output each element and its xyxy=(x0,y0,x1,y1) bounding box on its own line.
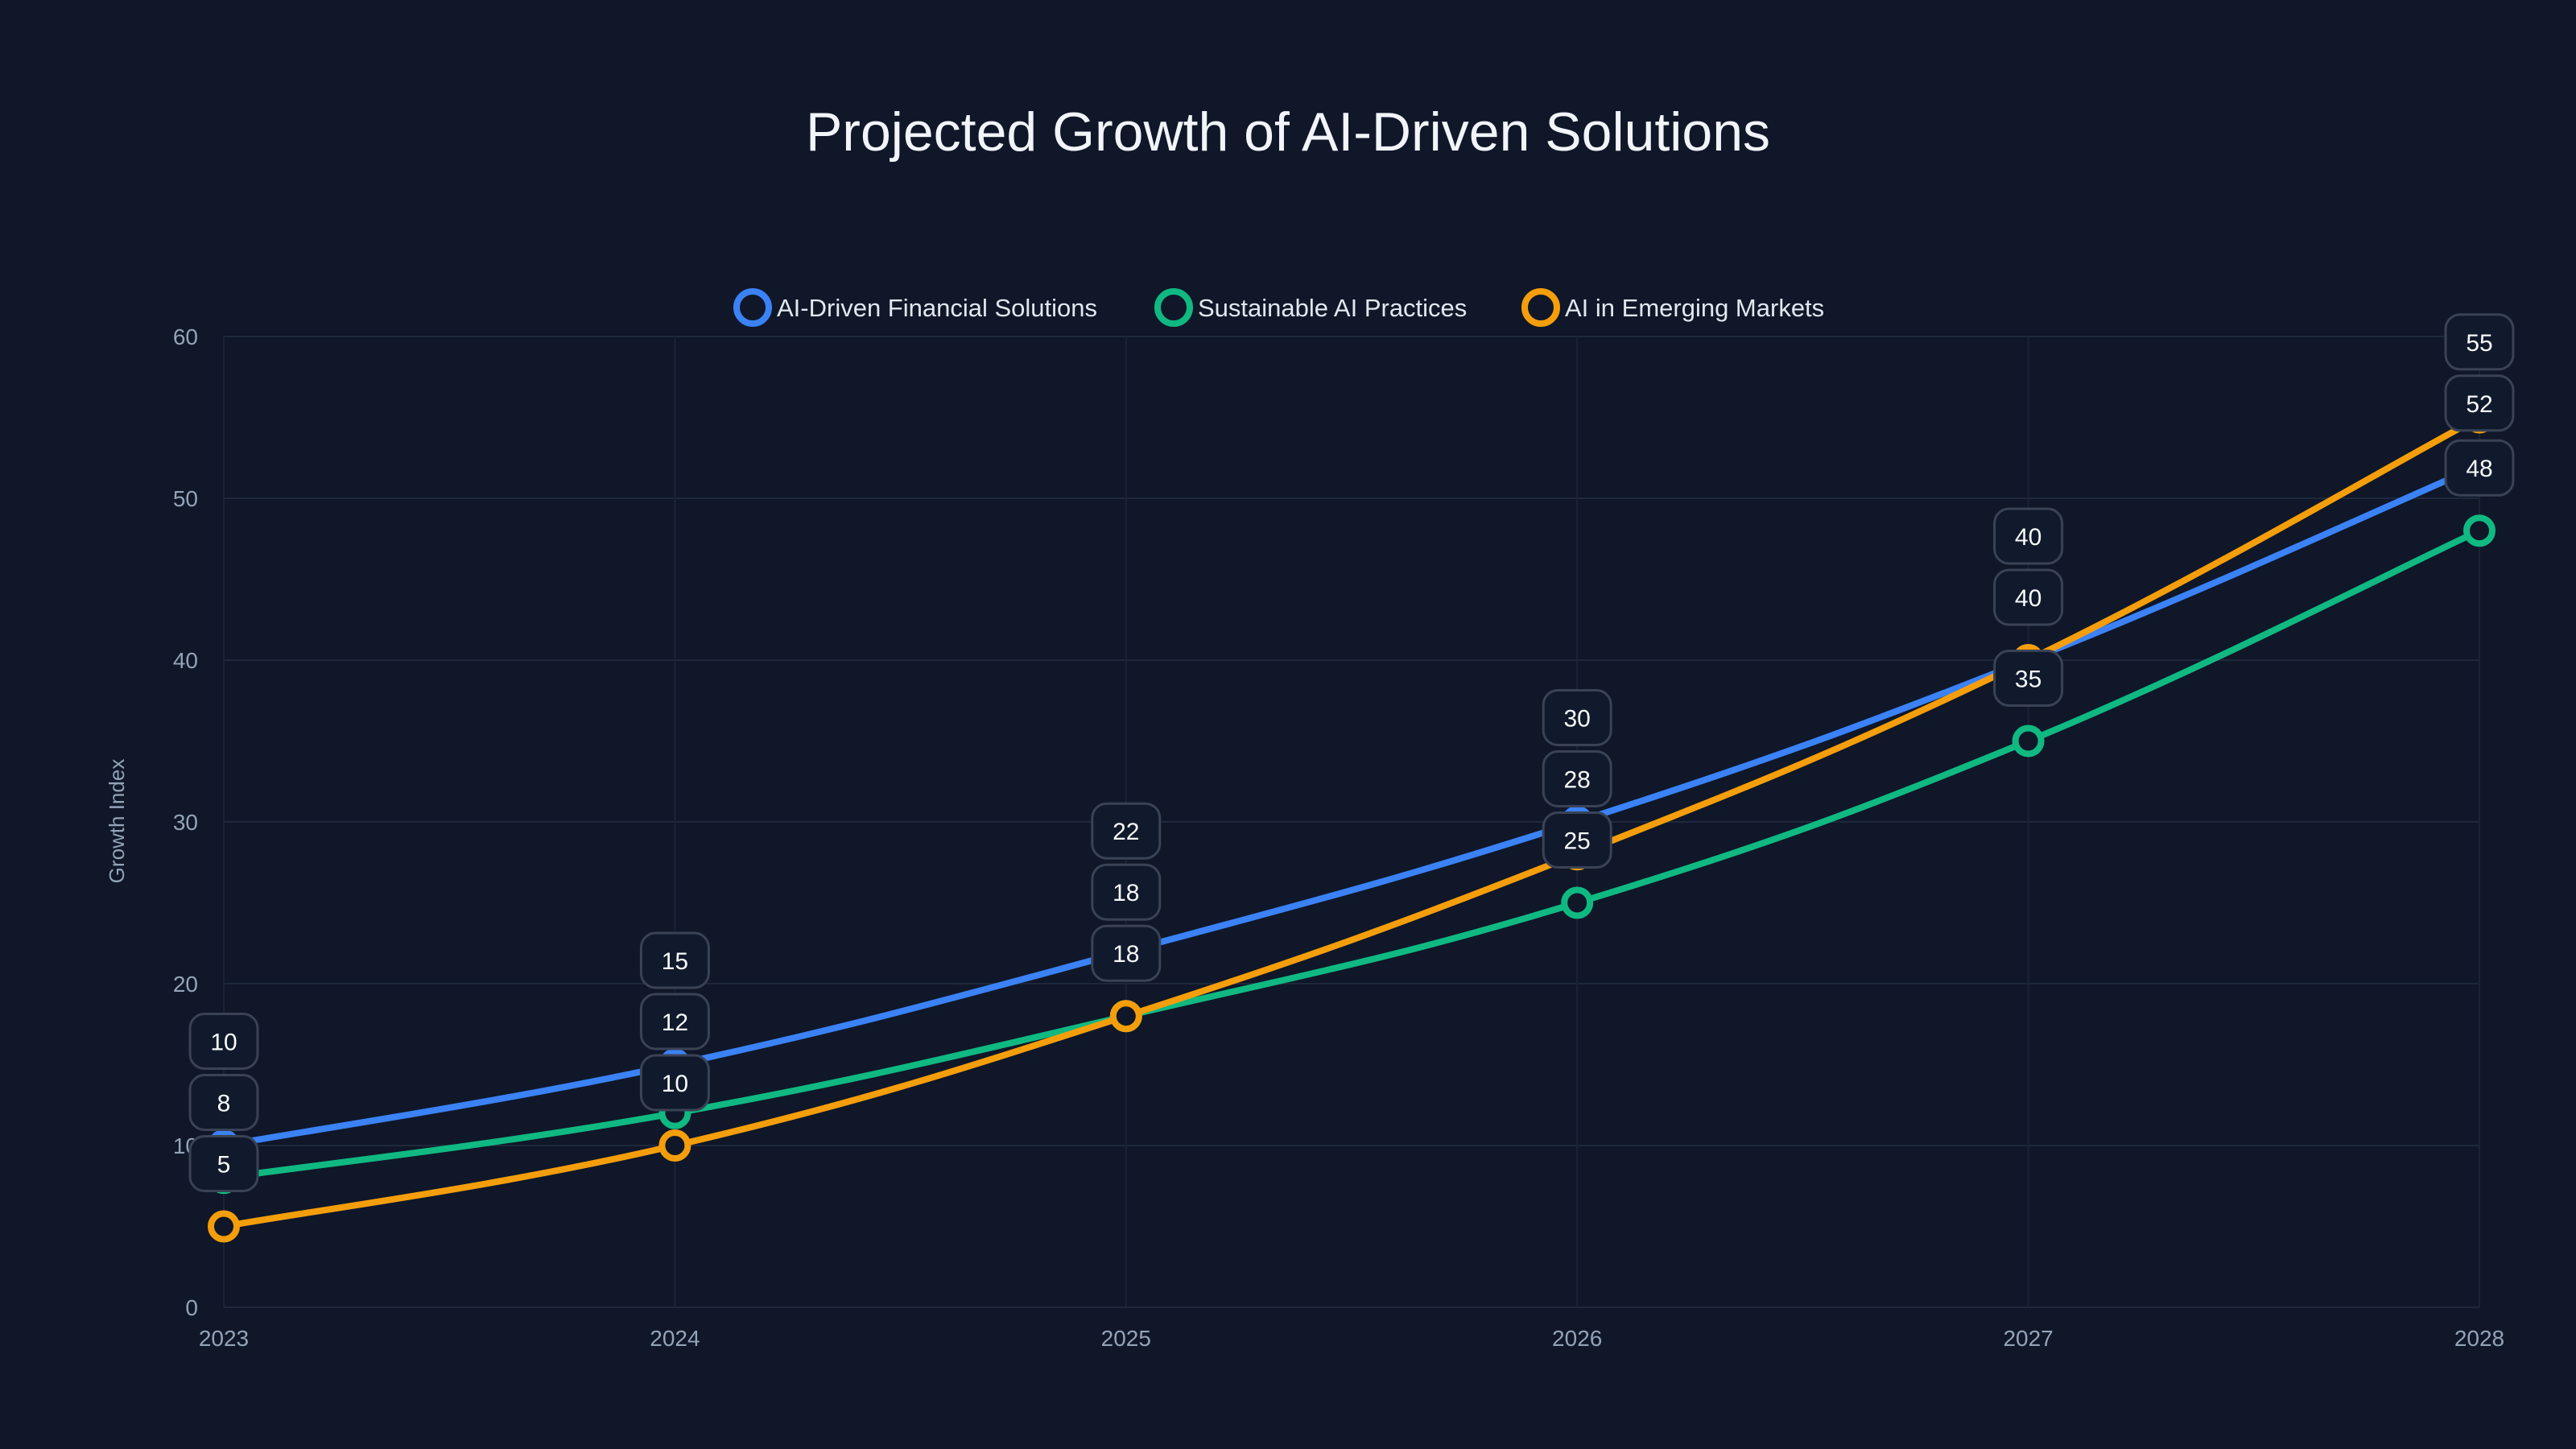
data-label: 12 xyxy=(639,993,710,1051)
data-label: 8 xyxy=(188,1074,259,1131)
data-label-text: 18 xyxy=(1113,941,1139,968)
data-label: 35 xyxy=(1993,650,2064,707)
series-line xyxy=(221,527,2483,1182)
legend-label: AI in Emerging Markets xyxy=(1565,294,1824,322)
data-label-text: 30 xyxy=(1564,706,1591,733)
data-label-text: 40 xyxy=(2015,524,2041,551)
data-label-box xyxy=(639,1054,710,1112)
data-label-box xyxy=(1091,863,1162,921)
data-label-box xyxy=(1993,650,2064,707)
x-tick-label: 2024 xyxy=(650,1326,700,1351)
data-label-text: 48 xyxy=(2466,456,2492,482)
data-label-text: 40 xyxy=(2015,585,2041,612)
y-tick-label: 50 xyxy=(173,486,198,511)
data-label-box xyxy=(188,1074,259,1131)
data-point xyxy=(2012,724,2045,758)
data-label-text: 15 xyxy=(662,948,688,975)
series-lines xyxy=(221,414,2483,1230)
data-label-text: 5 xyxy=(217,1152,231,1179)
y-tick-label: 30 xyxy=(173,810,198,835)
data-labels: 5 8 10 10 12 15 18 18 22 25 28 30 35 40 40 48 52 55 xyxy=(188,313,2515,1192)
series-line xyxy=(221,462,2483,1149)
data-label-text: 8 xyxy=(217,1091,231,1117)
data-label: 30 xyxy=(1542,689,1612,746)
y-tick-label: 20 xyxy=(173,972,198,997)
data-label: 28 xyxy=(1542,750,1612,807)
legend-marker-icon xyxy=(733,288,772,327)
chart-title: Projected Growth of AI-Driven Solutions xyxy=(806,101,1770,163)
data-label-box xyxy=(639,931,710,989)
data-label-box xyxy=(188,1013,259,1070)
legend-marker-icon xyxy=(1521,288,1560,327)
data-label-box xyxy=(1542,811,1612,869)
data-label: 18 xyxy=(1091,924,1162,982)
data-label-box xyxy=(2444,439,2515,497)
data-label-box xyxy=(1542,689,1612,746)
data-point xyxy=(208,1210,240,1243)
data-label: 5 xyxy=(188,1135,259,1192)
data-label-text: 10 xyxy=(662,1071,688,1097)
legend-label: Sustainable AI Practices xyxy=(1198,294,1467,322)
data-label-text: 10 xyxy=(210,1030,237,1056)
series-line xyxy=(221,414,2483,1230)
data-label: 55 xyxy=(2444,313,2515,371)
data-label-box xyxy=(1091,924,1162,982)
data-label-box xyxy=(1993,568,2064,626)
data-label: 10 xyxy=(639,1054,710,1112)
data-label: 48 xyxy=(2444,439,2515,497)
data-point xyxy=(1109,1000,1142,1033)
legend-marker-icon xyxy=(1154,288,1193,327)
data-label: 40 xyxy=(1993,507,2064,565)
x-tick-label: 2025 xyxy=(1101,1326,1151,1351)
data-label-box xyxy=(2444,313,2515,371)
x-tick-label: 2028 xyxy=(2454,1326,2504,1351)
data-label-box xyxy=(639,993,710,1051)
legend: AI-Driven Financial Solutions Sustainable… xyxy=(733,288,1824,327)
y-tick-label: 0 xyxy=(185,1295,198,1320)
data-label-text: 52 xyxy=(2466,391,2492,418)
data-point xyxy=(658,1129,691,1162)
data-label: 18 xyxy=(1091,863,1162,921)
data-label-text: 55 xyxy=(2466,330,2492,357)
data-label-text: 28 xyxy=(1564,767,1591,794)
y-axis-label: Growth Index xyxy=(105,759,129,884)
data-label-box xyxy=(188,1135,259,1192)
data-label: 25 xyxy=(1542,811,1612,869)
data-label-text: 35 xyxy=(2015,667,2041,693)
data-label-box xyxy=(1993,507,2064,565)
legend-label: AI-Driven Financial Solutions xyxy=(777,294,1097,322)
x-axis: 2023 2024 2025 2026 2027 2028 xyxy=(199,1326,2504,1351)
data-label: 10 xyxy=(188,1013,259,1070)
x-tick-label: 2023 xyxy=(199,1326,249,1351)
data-label-text: 12 xyxy=(662,1009,688,1036)
x-tick-label: 2026 xyxy=(1552,1326,1602,1351)
data-label-text: 18 xyxy=(1113,880,1139,906)
data-label-box xyxy=(1542,750,1612,807)
grid xyxy=(223,336,2480,1308)
data-label: 22 xyxy=(1091,802,1162,860)
data-label-text: 25 xyxy=(1564,828,1591,855)
y-tick-label: 60 xyxy=(173,324,198,349)
x-tick-label: 2027 xyxy=(2003,1326,2053,1351)
data-label: 15 xyxy=(639,931,710,989)
data-point xyxy=(1561,886,1594,919)
data-label: 52 xyxy=(2444,374,2515,432)
data-label: 40 xyxy=(1993,568,2064,626)
data-label-text: 22 xyxy=(1113,819,1139,845)
data-point xyxy=(2463,514,2496,547)
data-label-box xyxy=(2444,374,2515,432)
y-tick-label: 40 xyxy=(173,648,198,673)
data-label-box xyxy=(1091,802,1162,860)
